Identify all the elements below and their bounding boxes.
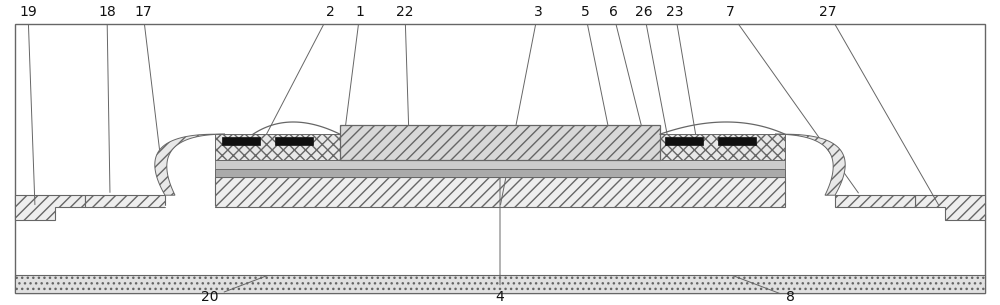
Text: 8: 8 <box>733 275 794 304</box>
Polygon shape <box>155 134 225 195</box>
Bar <box>660 134 785 160</box>
Bar <box>215 177 785 207</box>
Text: 2: 2 <box>254 5 334 158</box>
Text: 3: 3 <box>501 5 542 205</box>
Bar <box>15 274 985 293</box>
Polygon shape <box>775 134 845 195</box>
Text: 27: 27 <box>819 5 939 205</box>
Bar <box>275 137 313 145</box>
Text: 19: 19 <box>19 5 37 205</box>
Text: 17: 17 <box>134 5 165 192</box>
Bar <box>340 125 660 160</box>
Text: 23: 23 <box>666 5 700 157</box>
Bar <box>215 169 785 177</box>
Text: 20: 20 <box>201 275 267 304</box>
Text: 22: 22 <box>396 5 414 167</box>
Bar <box>215 160 785 169</box>
Text: 5: 5 <box>581 5 614 157</box>
Polygon shape <box>85 195 165 207</box>
Text: 4: 4 <box>496 163 504 304</box>
Text: 18: 18 <box>98 5 116 192</box>
Text: 6: 6 <box>609 5 649 157</box>
Bar <box>222 137 260 145</box>
Polygon shape <box>15 195 85 220</box>
Bar <box>15 24 985 293</box>
Polygon shape <box>915 195 985 220</box>
Text: 7: 7 <box>726 5 858 193</box>
Bar <box>215 134 340 160</box>
Text: 26: 26 <box>635 5 671 157</box>
Bar <box>165 206 215 207</box>
Bar <box>718 137 756 145</box>
Polygon shape <box>835 195 915 207</box>
Bar <box>665 137 703 145</box>
Text: 1: 1 <box>340 5 364 167</box>
